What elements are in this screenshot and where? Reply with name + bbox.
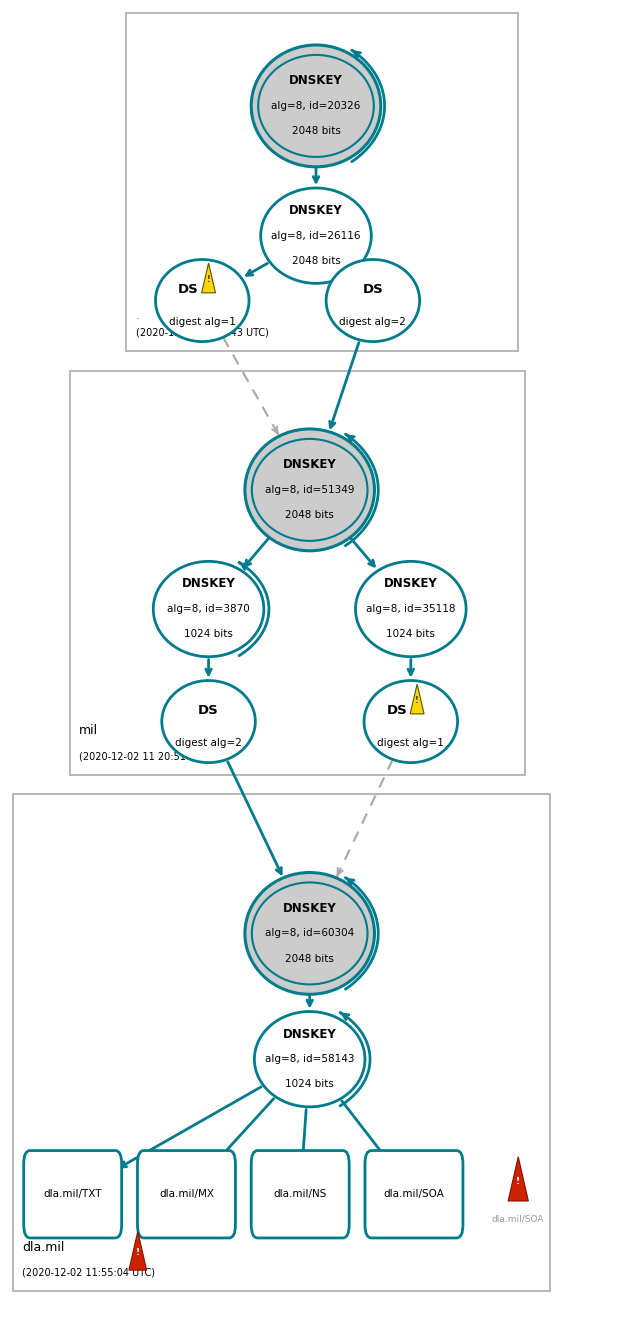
Text: DS: DS — [198, 704, 219, 718]
Text: 1024 bits: 1024 bits — [386, 629, 435, 639]
Text: DS: DS — [363, 283, 383, 297]
Polygon shape — [129, 1231, 147, 1270]
Text: DNSKEY: DNSKEY — [283, 1027, 337, 1041]
Ellipse shape — [254, 1012, 365, 1107]
Text: !: ! — [136, 1249, 140, 1256]
Text: (2020-12-02 11:55:04 UTC): (2020-12-02 11:55:04 UTC) — [22, 1267, 155, 1278]
Text: alg=8, id=58143: alg=8, id=58143 — [265, 1054, 355, 1064]
Text: dla.mil: dla.mil — [22, 1241, 64, 1254]
Ellipse shape — [260, 188, 372, 283]
Text: dla.mil/NS: dla.mil/NS — [274, 1189, 327, 1200]
Text: mil: mil — [79, 724, 98, 737]
Text: digest alg=2: digest alg=2 — [339, 316, 406, 327]
Text: alg=8, id=3870: alg=8, id=3870 — [167, 604, 250, 614]
Text: digest alg=2: digest alg=2 — [175, 737, 242, 748]
FancyBboxPatch shape — [24, 1151, 121, 1238]
Ellipse shape — [245, 429, 374, 551]
Text: 2048 bits: 2048 bits — [291, 256, 341, 266]
Ellipse shape — [153, 561, 264, 657]
FancyBboxPatch shape — [365, 1151, 463, 1238]
Text: 2048 bits: 2048 bits — [285, 510, 334, 520]
Ellipse shape — [364, 681, 458, 763]
Bar — [13, 794, 550, 1291]
Text: dla.mil/MX: dla.mil/MX — [159, 1189, 214, 1200]
Text: 2048 bits: 2048 bits — [285, 953, 334, 964]
Text: DS: DS — [178, 283, 198, 297]
Text: dla.mil/SOA: dla.mil/SOA — [492, 1214, 545, 1223]
Text: digest alg=1: digest alg=1 — [169, 316, 236, 327]
Text: DNSKEY: DNSKEY — [289, 204, 343, 217]
Polygon shape — [508, 1157, 528, 1201]
Text: DNSKEY: DNSKEY — [289, 74, 343, 87]
Text: DS: DS — [387, 704, 407, 718]
Bar — [70, 371, 525, 775]
Text: .: . — [136, 308, 140, 322]
Text: 1024 bits: 1024 bits — [285, 1079, 334, 1090]
Ellipse shape — [355, 561, 466, 657]
Text: alg=8, id=60304: alg=8, id=60304 — [265, 928, 355, 939]
Ellipse shape — [326, 260, 420, 342]
Text: digest alg=1: digest alg=1 — [377, 737, 444, 748]
Text: DNSKEY: DNSKEY — [384, 577, 438, 591]
Polygon shape — [202, 263, 216, 293]
Text: !: ! — [207, 275, 210, 283]
Text: (2020-12-02 09:15:43 UTC): (2020-12-02 09:15:43 UTC) — [136, 327, 269, 338]
Ellipse shape — [245, 873, 374, 994]
Bar — [126, 13, 518, 351]
Text: !: ! — [516, 1177, 520, 1185]
Text: (2020-12-02 11 20:51 UTC): (2020-12-02 11 20:51 UTC) — [79, 751, 212, 761]
Text: !: ! — [415, 696, 419, 704]
Ellipse shape — [162, 681, 255, 763]
Text: 2048 bits: 2048 bits — [291, 126, 341, 136]
Text: DNSKEY: DNSKEY — [283, 458, 337, 471]
Text: 1024 bits: 1024 bits — [184, 629, 233, 639]
Text: alg=8, id=51349: alg=8, id=51349 — [265, 485, 355, 495]
Ellipse shape — [251, 45, 380, 167]
Text: DNSKEY: DNSKEY — [181, 577, 236, 591]
FancyBboxPatch shape — [137, 1151, 235, 1238]
Text: dla.mil/TXT: dla.mil/TXT — [44, 1189, 102, 1200]
Text: alg=8, id=26116: alg=8, id=26116 — [271, 230, 361, 241]
Text: alg=8, id=20326: alg=8, id=20326 — [271, 101, 361, 111]
Text: alg=8, id=35118: alg=8, id=35118 — [366, 604, 456, 614]
Text: DNSKEY: DNSKEY — [283, 902, 337, 915]
Polygon shape — [410, 685, 424, 714]
Text: dla.mil/SOA: dla.mil/SOA — [384, 1189, 444, 1200]
FancyBboxPatch shape — [251, 1151, 349, 1238]
Ellipse shape — [155, 260, 249, 342]
